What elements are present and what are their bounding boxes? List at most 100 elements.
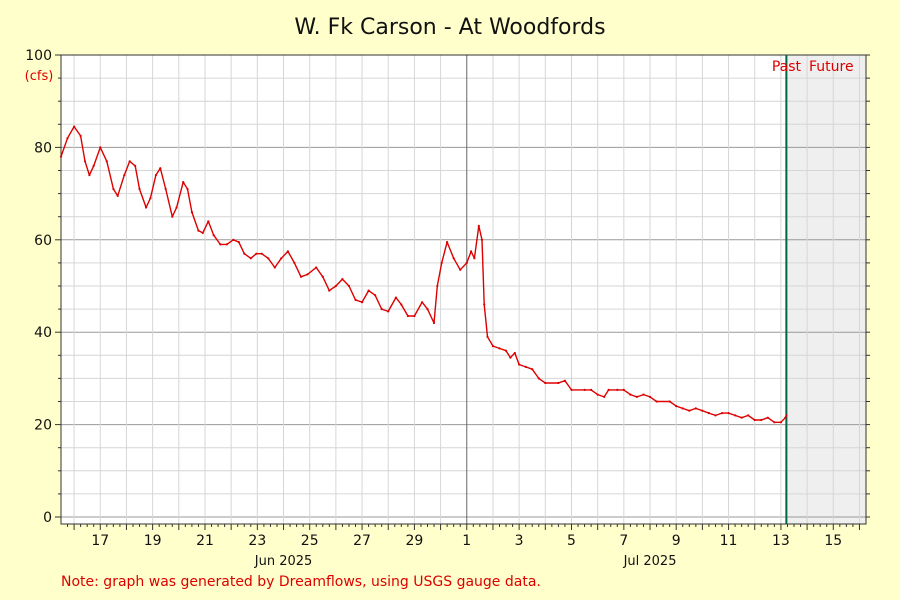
data-point — [440, 261, 443, 264]
data-point — [465, 261, 468, 264]
data-point — [190, 211, 193, 214]
past-label: Past — [772, 59, 802, 75]
data-point — [273, 266, 276, 269]
data-point — [470, 250, 473, 253]
data-point — [773, 421, 776, 424]
data-point — [293, 261, 296, 264]
x-tick-label: 13 — [772, 533, 790, 549]
data-point — [306, 273, 309, 276]
data-point — [459, 268, 462, 271]
data-point — [537, 377, 540, 380]
data-point — [570, 388, 573, 391]
x-tick-label: 23 — [248, 533, 266, 549]
data-point — [413, 314, 416, 318]
data-point — [760, 418, 763, 422]
plot-area — [61, 55, 866, 524]
data-point — [112, 187, 115, 191]
data-point — [286, 250, 289, 253]
data-point — [99, 146, 102, 149]
y-axis-label: (cfs) — [25, 69, 54, 84]
data-point — [694, 407, 697, 410]
data-point — [557, 381, 560, 385]
data-point — [473, 257, 476, 260]
data-point — [477, 224, 480, 227]
data-point — [347, 284, 351, 288]
data-point — [73, 125, 76, 128]
data-point — [116, 194, 119, 197]
data-point — [635, 395, 639, 398]
data-point — [134, 164, 137, 167]
data-point — [544, 381, 547, 385]
data-point — [59, 155, 63, 158]
data-point — [583, 388, 586, 391]
data-point — [260, 252, 263, 255]
data-point — [681, 407, 684, 410]
data-point — [243, 252, 246, 255]
x-tick-label: 21 — [196, 533, 214, 549]
data-point — [145, 206, 148, 209]
plot-background — [61, 55, 866, 524]
x-tick-label: 5 — [567, 533, 576, 549]
data-point — [138, 187, 141, 191]
data-point — [219, 243, 222, 246]
x-tick-label: 19 — [144, 533, 162, 549]
data-point — [622, 388, 625, 391]
data-point — [299, 275, 303, 278]
y-tick-label: 80 — [34, 140, 52, 156]
data-point — [154, 174, 157, 177]
data-point — [207, 220, 210, 223]
x-tick-label: 27 — [353, 533, 371, 549]
data-point — [734, 414, 737, 417]
data-point — [688, 409, 691, 412]
data-point — [255, 252, 258, 255]
y-tick-label: 100 — [25, 48, 52, 64]
data-point — [374, 294, 377, 297]
data-point — [784, 416, 787, 419]
data-point — [394, 296, 397, 299]
x-tick-label: 25 — [301, 533, 319, 549]
data-point — [267, 257, 270, 260]
data-point — [280, 257, 283, 260]
data-point — [675, 405, 678, 408]
data-point — [727, 412, 730, 415]
data-point — [186, 187, 189, 191]
data-point — [707, 412, 711, 415]
data-point — [400, 303, 403, 306]
data-point — [426, 308, 429, 311]
data-point — [518, 363, 521, 366]
plot-frame — [60, 54, 867, 525]
future-shade — [786, 55, 866, 524]
data-point — [175, 206, 178, 209]
data-point — [432, 321, 436, 325]
data-point — [766, 416, 769, 419]
data-point — [701, 409, 704, 412]
data-point — [159, 167, 162, 170]
series-line — [60, 125, 788, 423]
data-point — [225, 243, 228, 246]
data-point — [714, 414, 717, 417]
data-point — [249, 257, 252, 260]
data-point — [785, 414, 788, 417]
future-label: Future — [809, 59, 854, 75]
data-point — [480, 238, 484, 241]
x-tick-label: 29 — [406, 533, 424, 549]
series-group — [59, 125, 788, 424]
data-point — [452, 257, 455, 260]
data-point — [596, 393, 599, 396]
data-point — [197, 229, 200, 232]
data-point — [212, 234, 215, 237]
data-point — [164, 187, 167, 191]
data-point — [354, 298, 357, 301]
data-point — [149, 197, 152, 200]
chart-title: W. Fk Carson - At Woodfords — [294, 15, 605, 40]
data-point — [237, 241, 240, 244]
data-point — [232, 238, 235, 241]
data-point — [201, 231, 204, 234]
data-point — [421, 301, 424, 304]
data-point — [406, 314, 409, 318]
x-tick-label: 9 — [672, 533, 681, 549]
x-month-label: Jul 2025 — [623, 554, 677, 569]
data-point — [531, 368, 534, 371]
data-point — [321, 275, 324, 278]
